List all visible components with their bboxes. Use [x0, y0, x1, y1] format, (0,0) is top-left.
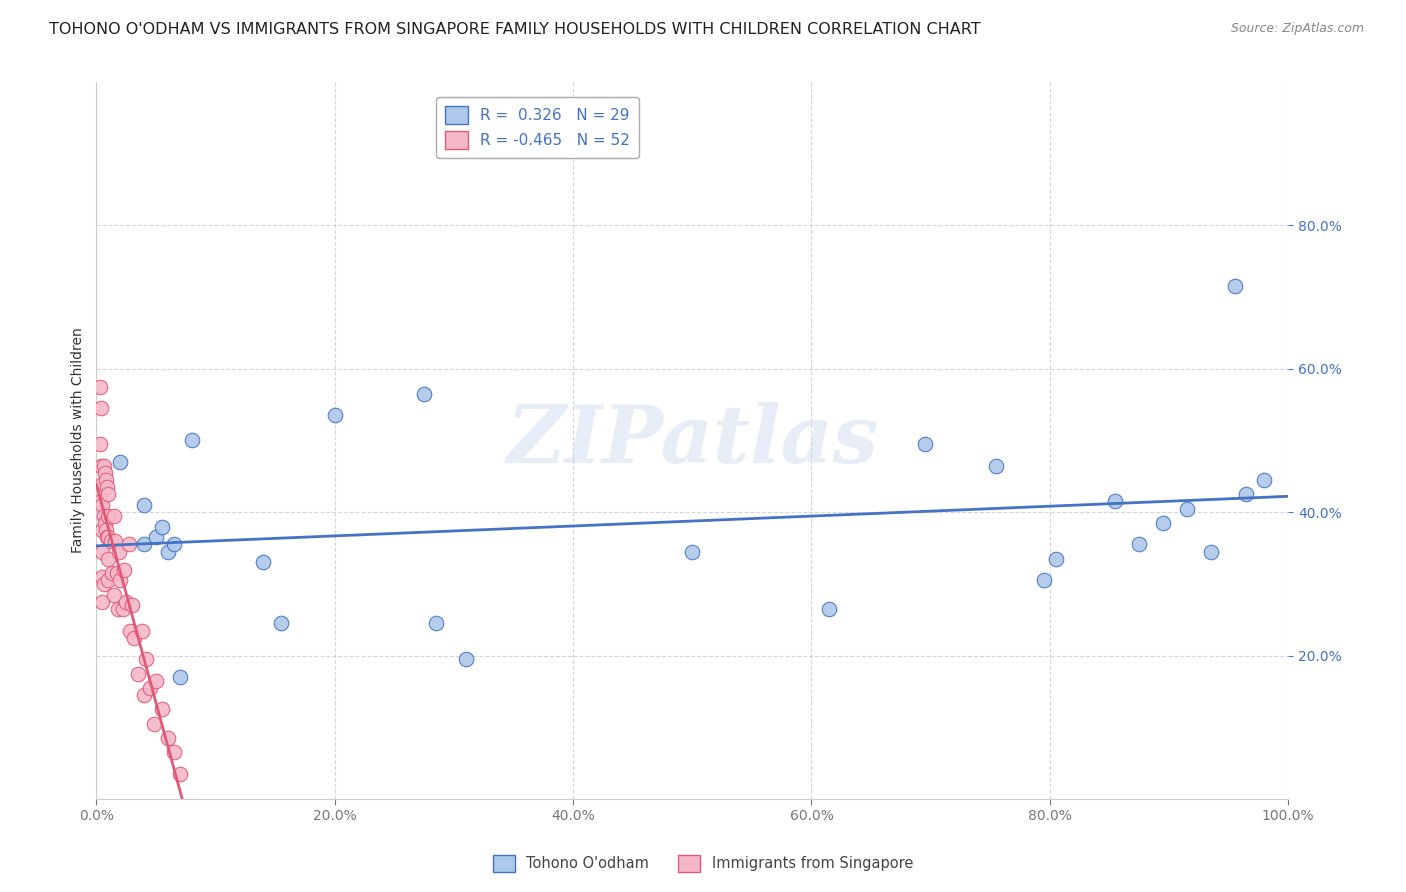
Point [108, 574, 131, 588]
Point [97, 551, 120, 566]
Point [413, 387, 436, 401]
Point [914, 437, 936, 451]
Y-axis label: Family Households with Children: Family Households with Children [72, 327, 86, 553]
Point [97, 508, 120, 523]
Legend: Tohono O'odham, Immigrants from Singapore: Tohono O'odham, Immigrants from Singapor… [486, 849, 920, 878]
Point [270, 616, 292, 631]
Point [107, 602, 129, 616]
Point [986, 458, 1008, 473]
Point [96, 480, 118, 494]
Legend: R =  0.326   N = 29, R = -0.465   N = 52: R = 0.326 N = 29, R = -0.465 N = 52 [436, 96, 638, 158]
Point [163, 537, 186, 551]
Point [91, 523, 114, 537]
Point [100, 533, 122, 548]
Point [425, 616, 447, 631]
Text: Source: ZipAtlas.com: Source: ZipAtlas.com [1230, 22, 1364, 36]
Point [121, 599, 143, 613]
Point [112, 563, 135, 577]
Point [156, 731, 179, 745]
Point [94, 523, 117, 537]
Point [180, 434, 202, 448]
Point [93, 516, 115, 530]
Point [91, 498, 114, 512]
Point [96, 530, 118, 544]
Point [1104, 494, 1126, 508]
Point [104, 533, 127, 548]
Point [150, 519, 173, 533]
Point [252, 555, 274, 569]
Point [1223, 279, 1246, 293]
Point [105, 566, 128, 581]
Point [142, 716, 165, 731]
Point [90, 401, 112, 416]
Point [93, 508, 115, 523]
Point [91, 476, 114, 491]
Point [97, 530, 120, 544]
Point [89, 380, 111, 394]
Point [101, 566, 124, 581]
Point [111, 602, 134, 616]
Point [1128, 537, 1150, 551]
Point [1152, 516, 1174, 530]
Point [156, 544, 179, 558]
Text: ZIPatlas: ZIPatlas [506, 401, 879, 479]
Point [1032, 574, 1054, 588]
Point [124, 631, 146, 645]
Point [135, 652, 157, 666]
Point [97, 487, 120, 501]
Point [89, 437, 111, 451]
Point [132, 537, 155, 551]
Point [108, 455, 131, 469]
Point [163, 746, 186, 760]
Point [132, 498, 155, 512]
Point [131, 624, 153, 638]
Point [91, 544, 114, 558]
Point [93, 577, 115, 591]
Point [117, 537, 139, 551]
Point [90, 458, 112, 473]
Point [103, 588, 125, 602]
Point [97, 574, 120, 588]
Point [323, 409, 346, 423]
Point [145, 673, 167, 688]
Point [818, 602, 841, 616]
Point [91, 595, 114, 609]
Point [150, 702, 173, 716]
Point [1253, 473, 1275, 487]
Point [145, 530, 167, 544]
Point [118, 624, 141, 638]
Point [103, 508, 125, 523]
Point [454, 652, 477, 666]
Point [139, 681, 162, 695]
Point [127, 666, 149, 681]
Point [93, 466, 115, 480]
Point [108, 544, 131, 558]
Point [681, 544, 703, 558]
Point [90, 494, 112, 508]
Point [132, 688, 155, 702]
Point [1199, 544, 1222, 558]
Point [169, 670, 191, 684]
Point [91, 570, 114, 584]
Point [115, 595, 138, 609]
Text: TOHONO O'ODHAM VS IMMIGRANTS FROM SINGAPORE FAMILY HOUSEHOLDS WITH CHILDREN CORR: TOHONO O'ODHAM VS IMMIGRANTS FROM SINGAP… [49, 22, 981, 37]
Point [93, 458, 115, 473]
Point [1236, 487, 1258, 501]
Point [1045, 551, 1067, 566]
Point [169, 767, 191, 781]
Point [1175, 501, 1198, 516]
Point [94, 473, 117, 487]
